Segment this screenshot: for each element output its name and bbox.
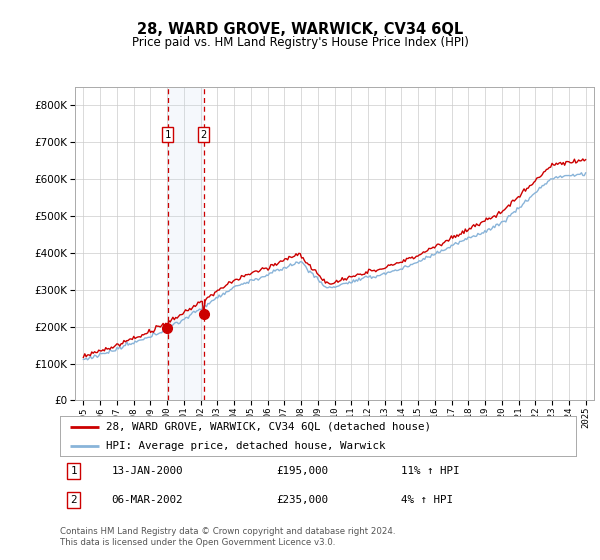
Text: Price paid vs. HM Land Registry's House Price Index (HPI): Price paid vs. HM Land Registry's House … [131,36,469,49]
Text: 4% ↑ HPI: 4% ↑ HPI [401,496,452,506]
Bar [168,87,203,400]
Text: HPI: Average price, detached house, Warwick: HPI: Average price, detached house, Warw… [106,441,386,450]
Text: 1: 1 [70,466,77,476]
Text: 28, WARD GROVE, WARWICK, CV34 6QL (detached house): 28, WARD GROVE, WARWICK, CV34 6QL (detac… [106,422,431,432]
Text: 11% ↑ HPI: 11% ↑ HPI [401,466,459,476]
Text: 2: 2 [70,496,77,506]
Text: Contains HM Land Registry data © Crown copyright and database right 2024.: Contains HM Land Registry data © Crown c… [60,528,395,536]
Text: £195,000: £195,000 [277,466,329,476]
Text: 2: 2 [200,130,207,140]
Text: 1: 1 [164,130,171,140]
Text: £235,000: £235,000 [277,496,329,506]
Text: 13-JAN-2000: 13-JAN-2000 [112,466,183,476]
Text: 28, WARD GROVE, WARWICK, CV34 6QL: 28, WARD GROVE, WARWICK, CV34 6QL [137,22,463,38]
Text: This data is licensed under the Open Government Licence v3.0.: This data is licensed under the Open Gov… [60,539,335,548]
Text: 06-MAR-2002: 06-MAR-2002 [112,496,183,506]
